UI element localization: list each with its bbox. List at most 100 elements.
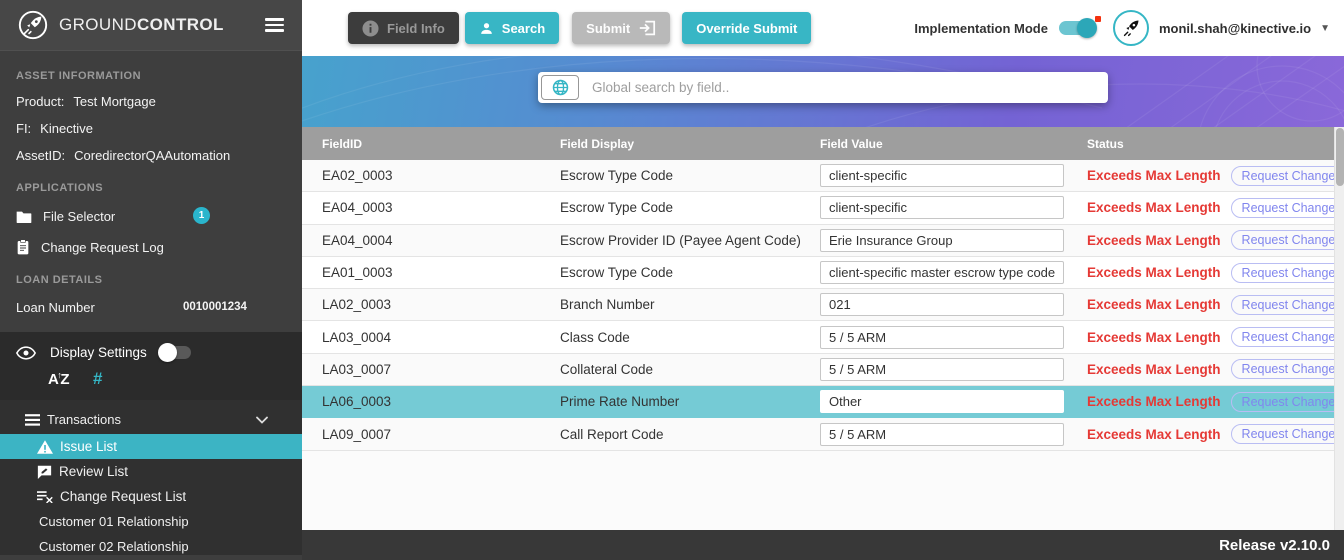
chevron-down-icon[interactable] <box>256 416 268 424</box>
user-menu-chevron-icon[interactable]: ▼ <box>1320 22 1330 34</box>
globe-icon[interactable] <box>541 75 579 100</box>
field-value-input[interactable] <box>820 164 1064 188</box>
field-value-input[interactable] <box>820 228 1064 252</box>
table-row[interactable]: LA09_0007 Call Report Code Exceeds Max L… <box>302 418 1334 451</box>
review-list-label: Review List <box>59 464 129 479</box>
search-banner <box>302 56 1344 127</box>
request-change-button[interactable]: Request Change <box>1230 294 1334 315</box>
table-row[interactable]: EA04_0004 Escrow Provider ID (Payee Agen… <box>302 224 1334 257</box>
table-body: EA02_0003 Escrow Type Code Exceeds Max L… <box>302 160 1344 451</box>
nav-transactions[interactable]: Transactions <box>0 405 302 434</box>
sidebar-item-issue-list[interactable]: Issue List <box>0 434 302 459</box>
cell-field-display: Prime Rate Number <box>560 394 680 410</box>
asset-id-row: AssetID: CoredirectorQAAutomation <box>16 148 231 163</box>
sidebar: GROUNDCONTROL ASSET INFORMATION Product:… <box>0 0 302 560</box>
scrollbar-thumb[interactable] <box>1336 128 1344 186</box>
user-email[interactable]: monil.shah@kinective.io <box>1158 20 1312 36</box>
info-icon <box>362 19 379 37</box>
logo-bar: GROUNDCONTROL <box>0 0 302 51</box>
request-change-button[interactable]: Request Change <box>1230 262 1334 283</box>
eye-icon <box>16 345 36 360</box>
footer-bar: Release v2.10.0 <box>302 530 1344 560</box>
cell-field-id: LA09_0007 <box>322 426 392 442</box>
field-value-input[interactable] <box>820 196 1064 220</box>
sidebar-item-customer-02-relationship[interactable]: Customer 02 Relationship <box>0 534 302 559</box>
table-row[interactable]: EA01_0003 Escrow Type Code Exceeds Max L… <box>302 256 1334 290</box>
status-text: Exceeds Max Length <box>1087 297 1221 313</box>
field-value-input[interactable] <box>820 293 1064 317</box>
status-text: Exceeds Max Length <box>1087 394 1221 410</box>
list-icon <box>25 413 40 426</box>
exit-to-app-icon <box>638 20 656 36</box>
clipboard-icon <box>16 239 30 255</box>
avatar[interactable] <box>1112 10 1149 46</box>
status-text: Exceeds Max Length <box>1087 329 1221 345</box>
cell-field-id: EA04_0003 <box>322 200 393 216</box>
sidebar-item-change-request-list[interactable]: Change Request List <box>0 484 302 509</box>
alert-dot <box>1094 16 1101 22</box>
file-selector-badge: 1 <box>193 207 210 224</box>
column-header-field-display: Field Display <box>560 136 635 151</box>
warning-icon <box>37 439 53 454</box>
file-selector-label: File Selector <box>43 209 116 224</box>
request-change-button[interactable]: Request Change <box>1230 359 1334 380</box>
applications-title: APPLICATIONS <box>16 182 104 194</box>
table-row[interactable]: LA03_0007 Collateral Code Exceeds Max Le… <box>302 353 1334 387</box>
status-text: Exceeds Max Length <box>1087 232 1221 248</box>
review-icon <box>37 465 52 479</box>
sidebar-item-file-selector[interactable]: File Selector 1 <box>16 207 286 224</box>
table-row[interactable]: LA06_0003 Prime Rate Number Exceeds Max … <box>302 386 1334 419</box>
display-settings-label: Display Settings <box>50 345 147 360</box>
request-change-button[interactable]: Request Change <box>1230 230 1334 251</box>
loan-number-label: Loan Number <box>16 300 95 315</box>
field-value-input[interactable] <box>820 422 1064 446</box>
implementation-mode-toggle[interactable] <box>1058 16 1101 38</box>
scrollbar-track[interactable] <box>1334 127 1344 530</box>
field-value-input[interactable] <box>820 357 1064 381</box>
sort-numeric-icon[interactable]: # <box>93 369 103 388</box>
brand-name: GROUNDCONTROL <box>59 15 224 34</box>
request-change-button[interactable]: Request Change <box>1230 424 1334 445</box>
field-info-button[interactable]: Field Info <box>348 12 459 44</box>
status-text: Exceeds Max Length <box>1087 426 1221 442</box>
sidebar-item-customer-01-relationship[interactable]: Customer 01 Relationship <box>0 509 302 534</box>
transactions-nav: Transactions Issue List Review List Chan… <box>0 400 302 555</box>
table-row[interactable]: LA03_0004 Class Code Exceeds Max Length … <box>302 321 1334 354</box>
sidebar-item-change-request-log[interactable]: Change Request Log <box>16 239 286 255</box>
request-change-button[interactable]: Request Change <box>1230 327 1334 348</box>
table-row[interactable]: EA02_0003 Escrow Type Code Exceeds Max L… <box>302 160 1334 193</box>
folder-icon <box>16 210 32 224</box>
asset-product-row: Product: Test Mortgage <box>16 94 156 109</box>
table-row[interactable]: LA02_0003 Branch Number Exceeds Max Leng… <box>302 289 1334 322</box>
cell-field-id: LA02_0003 <box>322 297 392 313</box>
cell-field-id: LA03_0007 <box>322 361 392 377</box>
change-request-list-icon <box>37 490 53 503</box>
table-row[interactable]: EA04_0003 Escrow Type Code Exceeds Max L… <box>302 192 1334 225</box>
request-change-button[interactable]: Request Change <box>1230 197 1334 218</box>
override-submit-button[interactable]: Override Submit <box>682 12 812 44</box>
field-value-input[interactable] <box>820 390 1064 414</box>
sort-alpha-icon[interactable]: A↑Z <box>48 370 70 388</box>
field-value-input[interactable] <box>820 261 1064 285</box>
implementation-mode-label: Implementation Mode <box>914 20 1048 36</box>
cell-field-display: Class Code <box>560 329 630 345</box>
cell-field-id: LA06_0003 <box>322 394 392 410</box>
request-change-button[interactable]: Request Change <box>1230 165 1334 186</box>
submit-button[interactable]: Submit <box>572 12 671 44</box>
avatar-rocket-icon <box>1123 20 1139 37</box>
search-button[interactable]: Search <box>464 12 560 44</box>
implementation-mode-group: Implementation Mode <box>914 16 1101 38</box>
sidebar-item-review-list[interactable]: Review List <box>0 459 302 484</box>
menu-hamburger-icon[interactable] <box>265 14 284 36</box>
global-search-input[interactable] <box>579 79 1108 96</box>
main-content: Field Info Search Submit Override Submit… <box>302 0 1344 560</box>
display-settings-toggle[interactable] <box>157 343 191 362</box>
loan-number-value: 0010001234 <box>183 301 247 313</box>
loan-details-title: LOAN DETAILS <box>16 274 103 286</box>
request-change-button[interactable]: Request Change <box>1230 391 1334 412</box>
field-value-input[interactable] <box>820 325 1064 349</box>
cell-field-display: Collateral Code <box>560 361 654 377</box>
table-header: FieldID Field Display Field Value Status <box>302 127 1334 160</box>
issue-list-label: Issue List <box>60 439 118 454</box>
column-header-status: Status <box>1087 136 1124 151</box>
